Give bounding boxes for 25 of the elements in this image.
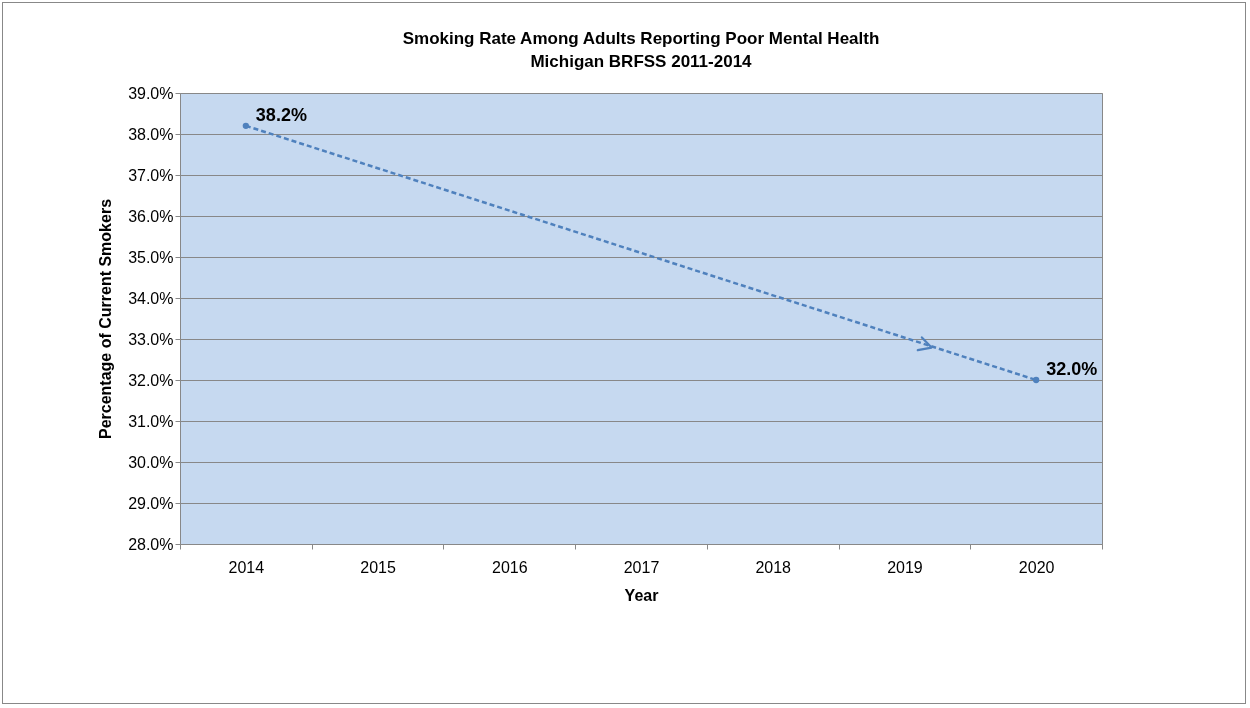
y-tick-label: 28.0% [128, 535, 174, 553]
y-tick-label: 36.0% [128, 207, 174, 225]
y-tick-label: 30.0% [128, 453, 174, 471]
chart-subtitle: Michigan BRFSS 2011-2014 [530, 52, 753, 71]
x-tick-label: 2019 [887, 558, 923, 576]
y-tick-label: 33.0% [128, 330, 174, 348]
y-tick-label: 37.0% [128, 166, 174, 184]
chart-title: Smoking Rate Among Adults Reporting Poor Mental Health [402, 29, 880, 48]
x-tick-label: 2018 [755, 558, 792, 576]
x-tick-label: 2017 [623, 558, 660, 576]
x-tick-label: 2020 [1018, 558, 1055, 576]
x-tick-label: 2016 [491, 558, 528, 576]
data-label: 32.0% [1046, 359, 1098, 379]
y-tick-label: 29.0% [128, 494, 174, 512]
x-axis-title: Year [624, 586, 659, 604]
y-tick-label: 35.0% [128, 248, 174, 266]
y-tick-label: 32.0% [128, 371, 174, 389]
y-axis-title: Percentage of Current Smokers [97, 198, 115, 440]
y-tick-label: 38.0% [128, 125, 174, 143]
x-tick-label: 2014 [228, 558, 265, 576]
x-tick-label: 2015 [360, 558, 396, 576]
y-tick-label: 34.0% [128, 289, 174, 307]
y-tick-label: 31.0% [128, 412, 174, 430]
y-tick-label: 39.0% [128, 84, 174, 102]
data-label: 38.2% [255, 104, 307, 125]
